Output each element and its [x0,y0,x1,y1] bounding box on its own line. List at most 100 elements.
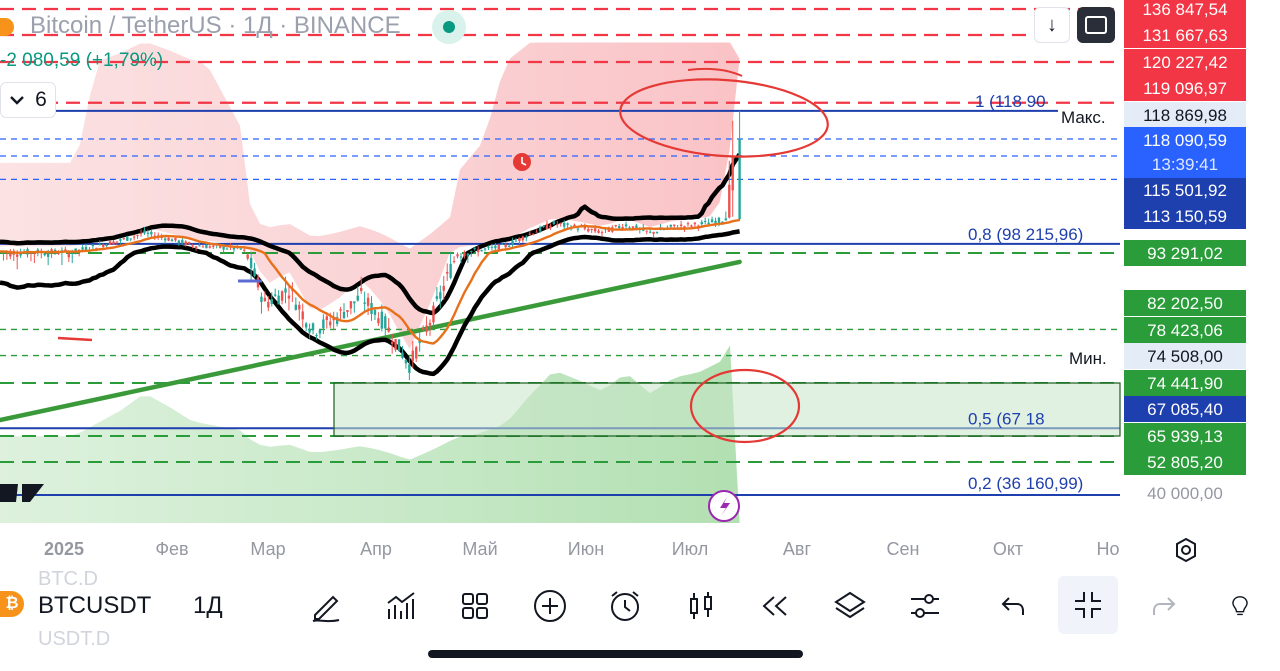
price-tag-bg [1124,203,1246,229]
candle-body [673,224,676,226]
candle-body [473,248,476,250]
layout-button[interactable] [455,586,495,626]
chart-type-button[interactable] [681,586,721,626]
candle [542,225,545,228]
candle-body [360,288,363,292]
fib-label: 1 (118 90 [975,92,1046,111]
candle [198,242,201,247]
pencil-icon [312,595,340,623]
candle [439,285,442,309]
candle-body [631,226,635,230]
candle [263,291,267,302]
candle [452,256,456,264]
interval-button[interactable]: 1Д [193,592,223,619]
undo-button[interactable] [993,586,1033,626]
candle [253,262,256,278]
candle [501,243,504,246]
bitcoin-icon: ₿ [0,591,24,617]
price-tag-bg [1124,22,1246,48]
candle [112,239,115,245]
candle-body [139,233,143,235]
candle-body [150,231,153,235]
candle [377,312,380,326]
highlight-stroke [687,67,743,77]
candle [449,252,452,280]
candle-body [318,329,322,334]
candle-body [308,329,311,333]
candle [566,222,569,228]
x-axis-label: Апр [360,539,392,559]
candle-body [71,252,74,254]
candle [174,237,177,242]
candle [476,246,480,257]
candle-body [129,238,132,240]
candle-body [480,249,483,252]
indicators-toggle[interactable]: 6 [0,82,56,118]
candle-body [562,222,566,227]
candle [360,276,363,294]
candle [415,345,418,363]
undo-icon [1001,597,1024,615]
fullscreen-button[interactable] [1077,7,1115,43]
candle-body [246,254,249,259]
candle [628,225,631,229]
redo-button[interactable] [1144,586,1184,626]
candle [342,303,346,319]
candle-body [9,250,12,257]
price-tag-bg [1124,423,1246,449]
candle [655,231,659,235]
indicators-button[interactable] [381,586,421,626]
symbol-title[interactable]: Bitcoin / TetherUS · 1Д · BINANCE [30,12,401,39]
settings-button[interactable] [905,586,945,626]
candle-body [177,240,181,244]
candle-body [648,231,652,233]
candle [294,297,298,311]
replay-button[interactable] [755,586,795,626]
candle-body [497,244,500,250]
price-tag-text: 82 202,50 [1147,294,1223,313]
collapse-button[interactable] [1058,576,1118,634]
compare-button[interactable] [530,586,570,626]
settings-icon[interactable] [1172,536,1200,564]
candle-body [590,228,593,230]
candle-body [686,223,690,225]
candle-body [535,231,538,233]
x-axis-label: Июл [672,539,709,559]
candle-body [335,317,339,324]
price-tag-bg [1124,49,1246,75]
upper-envelope [0,152,742,316]
candle [129,238,132,242]
download-button[interactable]: ↓ [1034,7,1070,43]
candle [40,248,43,259]
candle [425,316,428,336]
objects-button[interactable] [830,586,870,626]
candle [545,220,549,230]
bottom-toolbar: BTC.D ₿ BTCUSDT 1Д USDT.D [0,568,1252,650]
candle-body [394,339,397,350]
alert-button[interactable] [605,586,645,626]
candle-body [243,249,246,251]
price-scale-label: 65 939,13 [1124,423,1246,449]
draw-button[interactable] [306,586,346,626]
candle-body [356,295,359,301]
candle [184,240,187,247]
candle [143,226,146,235]
candle-body [384,316,387,329]
candle-body [349,301,353,309]
symbol-button[interactable]: BTCUSDT [38,592,152,619]
x-axis-label: Окт [993,539,1023,559]
candle [9,249,12,260]
candle-body [105,244,108,247]
x-axis-label: Авг [783,539,812,559]
candle [538,225,542,233]
x-axis-label: 2025 [44,539,84,559]
candle [353,301,356,313]
candle-body [260,296,263,303]
candle-body [146,232,150,234]
candle-body [397,339,401,352]
candle [274,288,277,297]
chevron-down-icon [10,96,25,105]
ideas-button[interactable] [1228,586,1252,626]
candle [710,216,714,223]
